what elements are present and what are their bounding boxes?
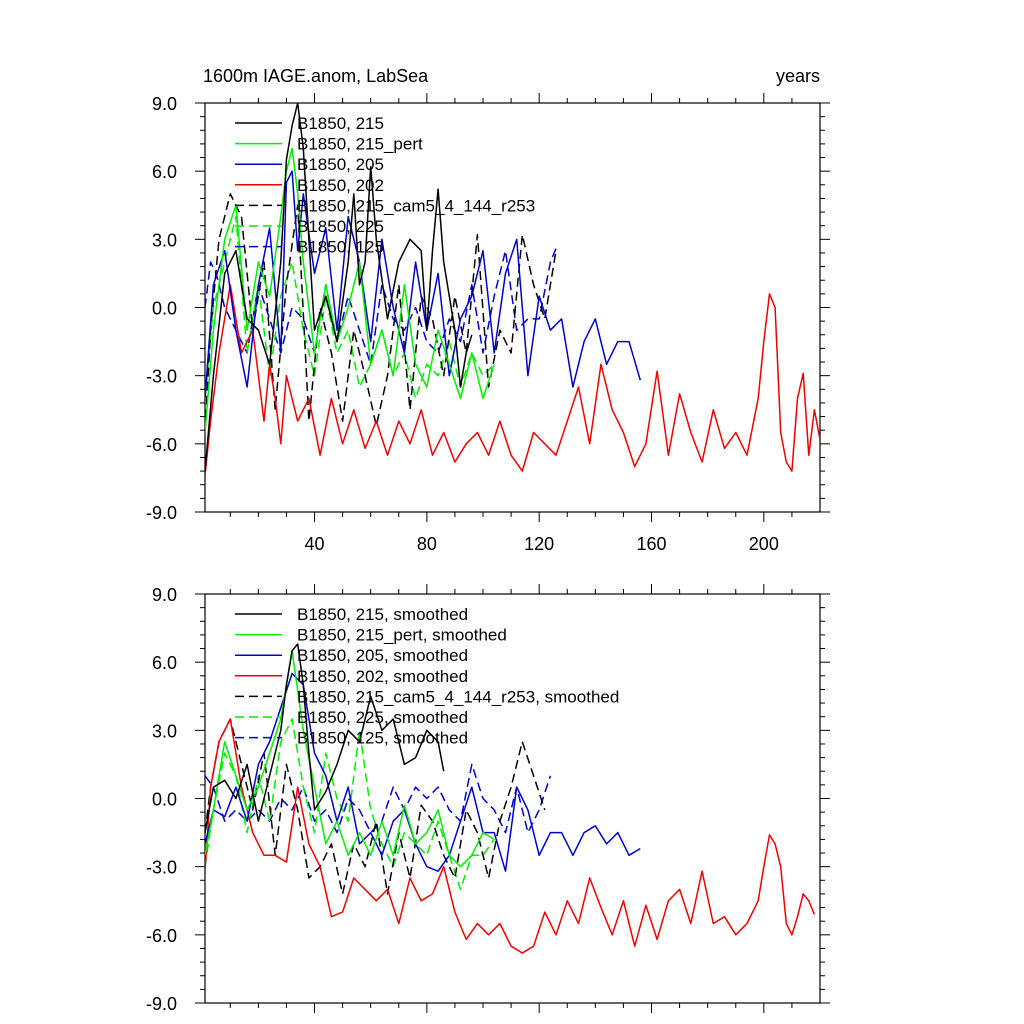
x-tick-label: 40: [305, 534, 325, 554]
legend-label: B1850, 215_cam5_4_144_r253, smoothed: [297, 687, 619, 706]
legend-label: B1850, 215_pert, smoothed: [297, 626, 507, 645]
series-line: [205, 718, 546, 895]
x-tick-label: 160: [636, 534, 666, 554]
y-tick-label: 0.0: [152, 299, 177, 319]
series-group: [205, 103, 820, 476]
series-line: [205, 170, 642, 399]
series-line: [205, 103, 473, 472]
legend-label: B1850, 205, smoothed: [297, 646, 468, 665]
legend-label: B1850, 215, smoothed: [297, 605, 468, 624]
legend-label: B1850, 225: [297, 217, 384, 236]
y-tick-label: -6.0: [146, 926, 177, 946]
series-line: [205, 650, 495, 868]
legend-label: B1850, 215_pert: [297, 135, 423, 154]
y-tick-label: 3.0: [152, 721, 177, 741]
legend-label: B1850, 215: [297, 114, 384, 133]
top-panel: 40 80 120 160 200 -9.0 -6.0 -3.0 0.0 3.0 6.0 9.0 B18…: [146, 93, 830, 554]
legend-label: B1850, 202: [297, 176, 384, 195]
series-line: [205, 643, 445, 833]
x-tick-label: 120: [524, 534, 554, 554]
y-tick-label: 9.0: [152, 585, 177, 605]
legend-label: B1850, 125: [297, 238, 384, 257]
series-group: [205, 643, 816, 954]
series-line: [205, 284, 820, 476]
series-line: [205, 672, 641, 872]
y-tick-label: -6.0: [146, 435, 177, 455]
legend-label: B1850, 215_cam5_4_144_r253: [297, 196, 535, 215]
y-tick-label: -3.0: [146, 367, 177, 387]
x-tick-label: 200: [749, 534, 779, 554]
y-tick-label: -9.0: [146, 503, 177, 523]
x-tick-label: 80: [417, 534, 437, 554]
y-tick-label: 6.0: [152, 162, 177, 182]
series-line: [205, 248, 557, 366]
y-tick-label: 0.0: [152, 790, 177, 810]
y-tick-label: 9.0: [152, 94, 177, 114]
bottom-panel: -9.0 -6.0 -3.0 0.0 3.0 6.0 9.0 B1850, 215, smoo…: [146, 584, 830, 1014]
y-tick-label: -3.0: [146, 858, 177, 878]
legend-label: B1850, 205: [297, 155, 384, 174]
top-chart-title: 1600m IAGE.anom, LabSea: [203, 66, 429, 86]
y-tick-label: 3.0: [152, 230, 177, 250]
series-line: [205, 718, 816, 954]
legend-label: B1850, 225, smoothed: [297, 708, 468, 727]
top-chart-right-title: years: [776, 66, 820, 86]
y-tick-label: 6.0: [152, 653, 177, 673]
y-tick-label: -9.0: [146, 994, 177, 1014]
series-line: [205, 718, 495, 891]
legend-label: B1850, 125, smoothed: [297, 729, 468, 748]
series-line: [205, 193, 557, 433]
legend-label: B1850, 202, smoothed: [297, 667, 468, 686]
